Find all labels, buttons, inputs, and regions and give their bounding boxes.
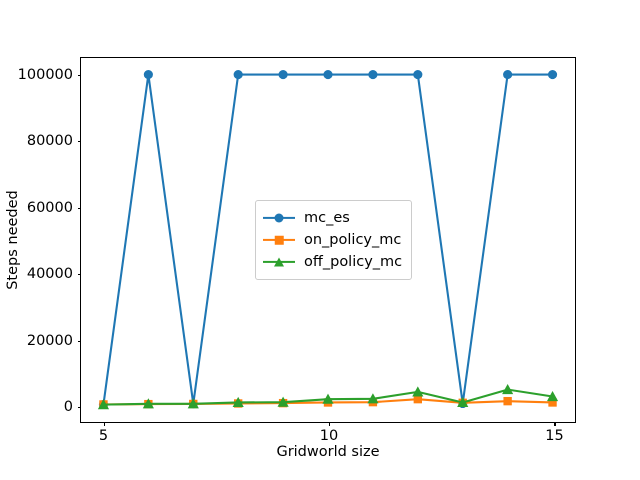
legend-item: on_policy_mc (263, 229, 402, 251)
y-tick-mark (77, 141, 81, 143)
data-point-marker (502, 383, 514, 395)
data-point-marker (503, 396, 512, 406)
x-tick-label: 15 (545, 428, 564, 444)
x-tick-mark (103, 422, 105, 426)
data-point-marker (233, 69, 243, 80)
data-point-marker (278, 69, 288, 80)
data-point-marker (143, 69, 153, 80)
x-tick-mark (329, 422, 331, 426)
data-point-marker (503, 69, 513, 80)
x-tick-label: 10 (319, 428, 339, 444)
y-tick-label: 100000 (17, 66, 73, 83)
plot-canvas (97, 69, 559, 410)
data-point-marker (457, 396, 469, 408)
y-tick-mark (77, 274, 81, 276)
y-tick-mark (77, 74, 81, 76)
x-axis-label: Gridworld size (276, 444, 380, 460)
data-point-marker (142, 398, 154, 409)
legend-item: off_policy_mc (263, 251, 402, 273)
data-point-marker (323, 69, 333, 80)
data-point-marker (546, 390, 559, 402)
legend-label-mc-es: mc_es (304, 210, 350, 226)
y-tick-label: 0 (63, 399, 73, 416)
data-point-marker (277, 396, 289, 407)
y-tick-mark (77, 207, 81, 209)
legend-swatch-on-policy-mc (263, 231, 295, 249)
data-point-marker (368, 69, 378, 80)
series-mc-es (98, 69, 558, 410)
y-tick-label: 80000 (26, 133, 73, 150)
y-tick-label: 60000 (26, 199, 73, 216)
y-tick-mark (77, 407, 81, 409)
data-point-marker (187, 398, 199, 409)
legend-label-off-policy-mc: off_policy_mc (304, 254, 403, 270)
plot-axes: 0 20000 40000 60000 80000 100000 5 10 15 (18, 57, 576, 444)
legend: mc_es on_policy_mc off_policy_mc (255, 200, 413, 280)
x-tick-label: 5 (98, 428, 109, 444)
series-off-policy-mc (97, 383, 559, 410)
data-point-marker (413, 69, 423, 80)
x-tick-mark (554, 422, 556, 426)
data-point-marker (322, 393, 334, 404)
data-point-marker (547, 69, 558, 80)
data-point-marker (412, 386, 424, 397)
data-point-marker (97, 399, 110, 410)
legend-swatch-mc-es (263, 209, 295, 227)
y-tick-mark (77, 340, 81, 342)
data-point-marker (367, 393, 379, 404)
data-point-marker (413, 394, 422, 404)
data-point-marker (548, 398, 557, 407)
legend-label-on-policy-mc: on_policy_mc (304, 232, 402, 248)
legend-item: mc_es (263, 207, 402, 229)
y-tick-label: 40000 (26, 266, 73, 283)
y-tick-label: 20000 (26, 332, 73, 349)
legend-swatch-off-policy-mc (263, 253, 295, 271)
data-point-marker (232, 396, 244, 408)
y-axis-label: Steps needed (5, 190, 21, 290)
